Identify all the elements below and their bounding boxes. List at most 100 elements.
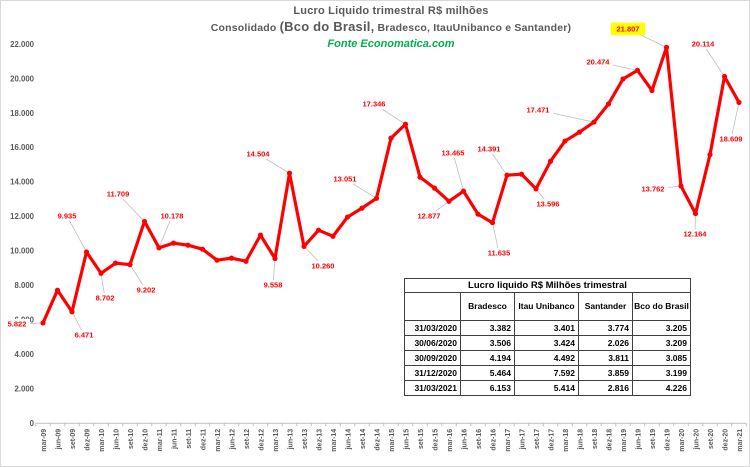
x-axis-label: jun-09 [55,429,62,451]
x-axis-label: dez-10 [142,429,149,451]
x-axis-label: jun-14 [345,429,352,451]
data-label: 14.504 [247,150,271,159]
data-point [591,119,597,125]
data-label-bg [715,134,747,144]
data-point [634,67,641,73]
data-point [504,172,510,178]
table-value-cell: 3.382 [460,320,515,336]
table-date-cell: 31/03/2021 [404,380,461,396]
x-axis-label: dez-18 [606,429,613,451]
data-point [156,245,162,251]
x-axis-label: set-11 [186,429,193,449]
data-label-bg [307,261,339,271]
data-point [402,121,409,127]
chart-source: Fonte Economatica.com [327,38,455,50]
data-label: 20.474 [587,58,611,67]
data-label-bg [242,149,274,159]
data-point [707,152,713,158]
data-point [562,138,568,144]
data-point [460,188,467,194]
data-point [112,260,119,266]
data-point [40,320,46,326]
table-value-cell: 3.199 [632,365,691,381]
data-point [228,255,235,261]
data-point [518,171,525,177]
x-axis-label: jun-11 [171,429,178,450]
data-label-bg [413,211,445,221]
label-leader-line [452,152,464,192]
data-label: 21.807 [617,25,640,34]
data-point [98,270,104,276]
y-axis-label: 14.000 [10,178,35,187]
data-label: 9.558 [264,281,283,290]
subtitle-emphasis: (Bco do Brasil, [279,19,375,34]
data-point [388,135,394,141]
table-row: 30/09/2020 4.194 4.492 3.811 3.085 [404,350,691,366]
data-label: 17.471 [527,106,550,115]
x-axis-label: jun-20 [693,429,700,451]
table-value-cell: 5.464 [460,365,515,381]
x-axis-label: set-19 [650,429,657,449]
label-leader-line [158,215,173,248]
data-label: 12.877 [418,212,441,221]
table-value-cell: 2.816 [578,380,633,396]
x-axis-label: dez-19 [664,429,671,451]
data-point [257,232,264,238]
x-axis-label: set-13 [302,429,309,449]
data-label: 6.471 [75,331,94,340]
data-point [301,243,307,250]
data-point [533,186,539,192]
x-axis-label: dez-16 [490,429,497,451]
data-point [69,309,75,315]
x-axis-label: mar-20 [679,429,686,452]
data-label: 20.114 [692,40,715,49]
x-axis-label: mar-21 [737,429,744,452]
table-title: Lucro liquido R$ Milhões trimestral [404,278,691,293]
data-label: 18.609 [720,135,743,144]
data-point [243,258,249,264]
data-label: 12.164 [684,230,708,239]
y-axis-label: 2.000 [14,385,34,394]
data-label: 10.260 [312,262,335,271]
x-axis-label: set-16 [476,429,483,449]
data-point [170,240,177,246]
data-label: 13.596 [537,200,560,209]
chart-subtitle: Consolidado (Bco do Brasil, Bradesco, It… [41,19,741,36]
data-point [576,129,583,135]
table-date-cell: 31/03/2020 [404,320,461,336]
table-column-header [404,292,461,321]
label-leader-line [730,102,740,140]
x-axis-label: set-20 [708,429,715,449]
data-point [417,174,423,180]
table-value-cell: 3.774 [578,320,633,336]
x-axis-label: set-14 [360,429,367,449]
table-value-cell: 6.153 [460,380,515,396]
data-label-bg [483,248,515,258]
data-point [373,195,380,201]
x-axis-label: mar-17 [505,429,512,452]
y-axis-label: 18.000 [10,109,35,118]
table-value-cell: 3.859 [578,365,633,381]
data-label: 17.346 [363,100,386,109]
x-axis-label: jun-10 [113,429,120,451]
data-point [489,220,496,226]
chart-title: Lucro Liquido trimestral R$ milhões [293,5,489,17]
x-axis-label: set-09 [70,429,77,449]
data-label-bg [437,148,469,158]
x-axis-label: set-18 [592,429,599,449]
table-column-header: Bco do Brasil [632,292,691,321]
table-value-cell: 3.506 [460,335,515,351]
y-axis-label: 4.000 [14,350,34,359]
data-point [330,233,336,239]
data-label-bg [582,57,614,67]
x-axis-label: dez-11 [200,429,207,451]
data-label-bg [4,319,30,329]
table-date-cell: 30/06/2020 [404,335,461,351]
x-axis-label: mar-13 [273,429,280,452]
x-axis-label: jun-17 [519,429,526,451]
x-axis-label: mar-09 [41,429,48,452]
data-label-bg [102,189,134,199]
table-value-cell: 5.414 [514,380,579,396]
table-row: 31/12/2020 5.464 7.592 3.859 3.199 [404,365,691,381]
table-row: 31/03/2020 3.382 3.401 3.774 3.205 [404,320,691,336]
